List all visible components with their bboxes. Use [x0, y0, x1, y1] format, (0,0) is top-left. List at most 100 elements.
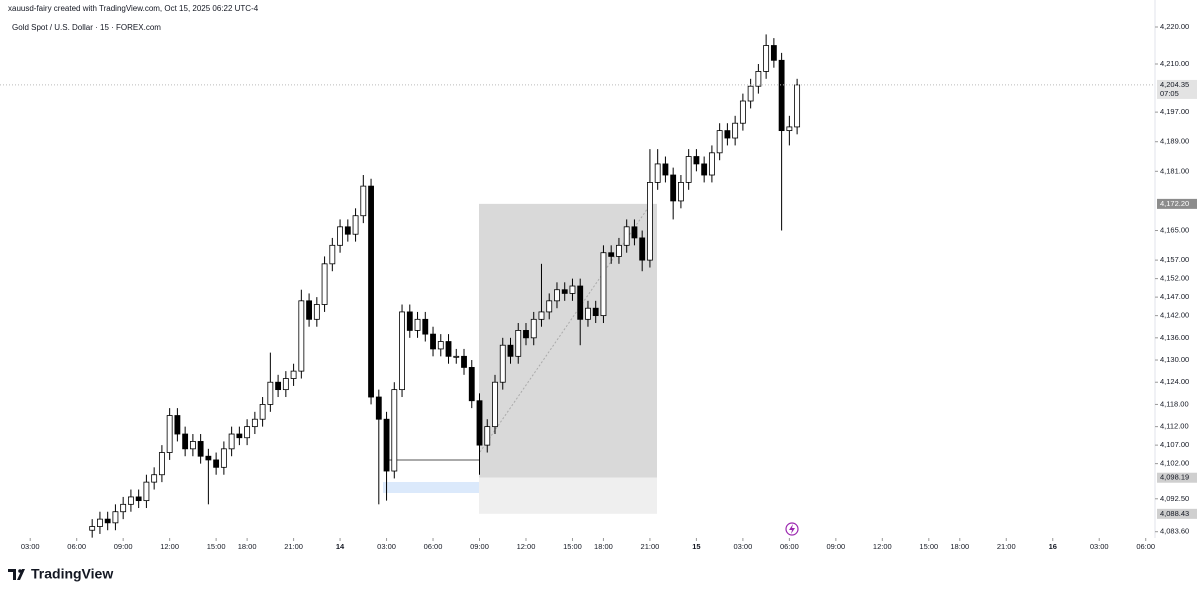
candle-body: [290, 370, 297, 379]
candle-body: [422, 318, 429, 335]
candle-body: [267, 381, 274, 405]
candle-body: [406, 311, 413, 331]
event-icon[interactable]: [785, 522, 799, 536]
candle-body: [778, 59, 785, 132]
candle-body: [368, 185, 374, 398]
y-tick-label: 4,142.00: [1160, 311, 1189, 320]
candle-body: [182, 433, 189, 450]
candle-body: [461, 355, 467, 368]
candle-body: [755, 71, 762, 87]
candle-body: [492, 381, 498, 428]
candle-body: [414, 318, 421, 331]
x-tick-label: 06:00: [67, 542, 86, 551]
candle-body: [399, 311, 405, 391]
x-tick-label: 06:00: [1136, 542, 1155, 551]
candle-body: [174, 415, 181, 435]
x-tick-label: 03:00: [733, 542, 752, 551]
y-tick-label: 4,092.50: [1160, 494, 1189, 503]
y-tick-label: 4,152.00: [1160, 274, 1189, 283]
event-bolt: [789, 524, 795, 534]
candle-body: [120, 503, 127, 513]
candle-body: [352, 215, 359, 235]
candle-body: [577, 285, 584, 320]
candle-body: [321, 263, 328, 305]
x-tick-label: 14: [336, 542, 345, 551]
candle-body: [135, 496, 142, 502]
candle-body: [693, 156, 700, 165]
x-tick-label: 12:00: [873, 542, 892, 551]
y-tick-label: 4,165.00: [1160, 226, 1189, 235]
candle-body: [608, 252, 615, 257]
candle-body: [647, 182, 653, 261]
x-tick-label: 09:00: [114, 542, 133, 551]
x-tick-label: 21:00: [997, 542, 1016, 551]
candle-body: [724, 130, 731, 139]
x-tick-label: 18:00: [594, 542, 613, 551]
y-tick-label: 4,102.00: [1160, 459, 1189, 468]
x-tick-label: 06:00: [780, 542, 799, 551]
x-tick-label: 15:00: [207, 542, 226, 551]
last-price-label: 4,204.35: [1160, 80, 1189, 89]
y-tick-label: 4,130.00: [1160, 355, 1189, 364]
zone: [383, 482, 479, 493]
candle-body: [685, 156, 692, 183]
x-tick-label: 03:00: [21, 542, 40, 551]
candle-body: [476, 400, 483, 446]
candle-body: [236, 433, 243, 439]
candle-body: [375, 396, 382, 420]
candle-body: [112, 511, 119, 524]
y-tick-label: 4,157.00: [1160, 255, 1189, 264]
candle-body: [670, 174, 677, 202]
candle-body: [515, 330, 522, 357]
brand: TradingView: [31, 566, 113, 582]
candle-body: [445, 341, 452, 357]
logo-dot: [18, 569, 22, 573]
x-tick-label: 15: [692, 542, 700, 551]
price-label: 4,088.43: [1160, 509, 1189, 518]
x-tick-label: 09:00: [470, 542, 489, 551]
price-label-box: [1157, 198, 1197, 209]
candle-body: [585, 307, 591, 320]
logo-icon: [8, 569, 25, 580]
x-tick-label: 03:00: [377, 542, 396, 551]
candle-body: [306, 300, 313, 320]
candle-body: [89, 526, 96, 531]
candle-body: [143, 481, 150, 502]
candle-body: [499, 344, 506, 383]
candle-body: [166, 415, 173, 453]
candle-body: [344, 226, 351, 235]
x-tick-label: 09:00: [826, 542, 845, 551]
candle-body: [732, 122, 739, 139]
candle-body: [484, 426, 491, 446]
candle-body: [794, 84, 801, 128]
x-tick-label: 16: [1049, 542, 1057, 551]
y-tick-label: 4,181.00: [1160, 166, 1189, 175]
price-label: 4,172.20: [1160, 199, 1189, 208]
candle-body: [383, 418, 390, 472]
y-tick-label: 4,189.00: [1160, 137, 1189, 146]
candle-body: [282, 378, 289, 391]
countdown: 07:05: [1160, 89, 1179, 98]
candle-body: [213, 459, 220, 468]
candle-body: [623, 226, 630, 246]
candle-body: [561, 289, 568, 294]
candle-body: [275, 381, 282, 391]
candle-body: [569, 285, 576, 294]
candle-body: [104, 518, 111, 524]
y-tick-label: 4,136.00: [1160, 333, 1189, 342]
y-tick-label: 4,147.00: [1160, 292, 1189, 301]
y-tick-label: 4,083.60: [1160, 527, 1189, 536]
y-tick-label: 4,118.00: [1160, 399, 1189, 408]
target-zone: [479, 203, 657, 478]
candle-body: [360, 185, 367, 217]
candle-body: [600, 252, 607, 317]
candle-body: [468, 367, 475, 402]
candle-body: [639, 237, 646, 261]
candle-body: [205, 455, 212, 461]
x-tick-label: 12:00: [160, 542, 179, 551]
candle-body: [546, 300, 553, 313]
candle-body: [677, 182, 684, 202]
candle-body: [708, 152, 715, 176]
